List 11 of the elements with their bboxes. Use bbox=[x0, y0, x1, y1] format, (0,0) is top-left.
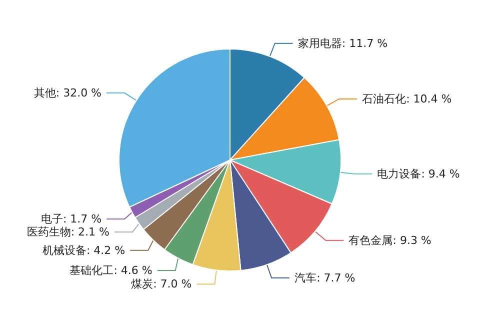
slice-label: 医药生物: 2.1 % bbox=[26, 225, 110, 238]
slice-label: 煤炭: 7.0 % bbox=[131, 278, 192, 291]
slice-label: 其他: 32.0 % bbox=[34, 86, 102, 100]
slice-label: 石油石化: 10.4 % bbox=[362, 92, 452, 106]
slice-label: 电子: 1.7 % bbox=[40, 212, 102, 226]
slice-label: 家用电器: 11.7 % bbox=[298, 36, 388, 50]
slice-label: 基础化工: 4.6 % bbox=[70, 264, 152, 277]
slice-label: 汽车: 7.7 % bbox=[294, 271, 356, 284]
slice-label: 有色金属: 9.3 % bbox=[348, 234, 432, 247]
slice-label: 电力设备: 9.4 % bbox=[377, 167, 460, 180]
slice-label: 机械设备: 4.2 % bbox=[42, 244, 126, 257]
